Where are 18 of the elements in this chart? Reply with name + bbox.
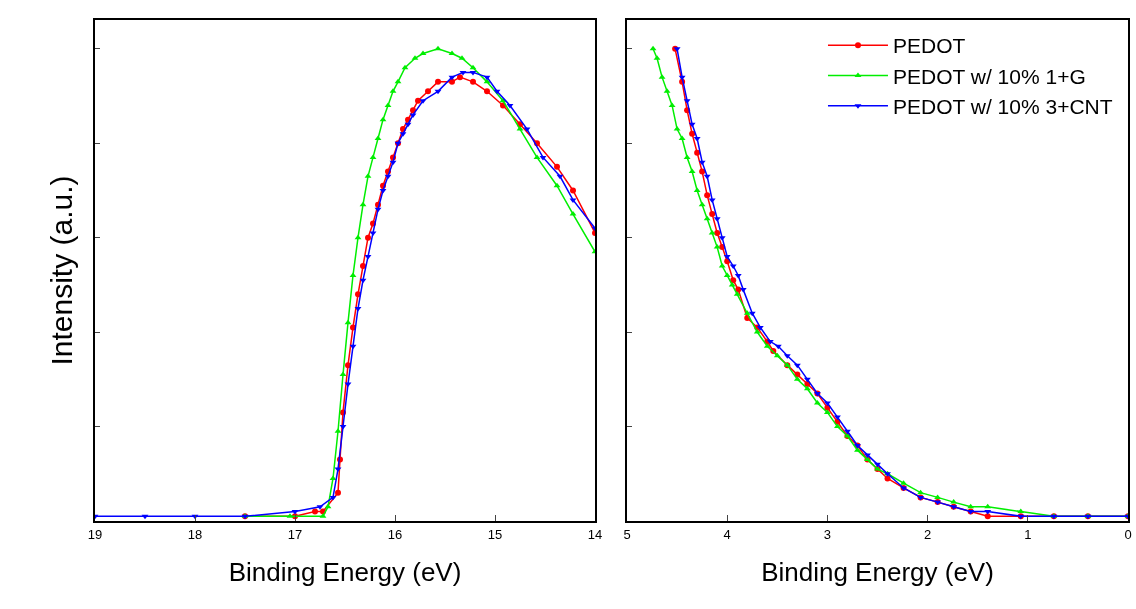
x-tick-label: 2 (923, 526, 932, 542)
x-tick-label: 18 (187, 526, 203, 542)
x-tick-label: 15 (487, 526, 503, 542)
x-tick-label: 5 (623, 526, 631, 542)
x-tick-label: 16 (387, 526, 403, 542)
x-tick-label: 0 (1124, 526, 1132, 542)
legend-label: PEDOT (892, 34, 966, 58)
y-axis-title: Intensity (a.u.) (44, 175, 78, 366)
legend-label: PEDOT w/ 10% 1+G (892, 64, 1086, 88)
x-tick-label: 14 (587, 526, 603, 542)
x-tick-label: 17 (287, 526, 303, 542)
x-tick-label: 19 (87, 526, 103, 542)
x-axis-title: Binding Energy (eV) (228, 556, 462, 587)
legend-label: PEDOT w/ 10% 3+CNT (892, 94, 1113, 118)
x-tick-label: 3 (823, 526, 832, 542)
x-tick-label: 4 (723, 526, 731, 542)
x-axis-title: Binding Energy (eV) (761, 556, 994, 587)
x-tick-label: 1 (1024, 526, 1032, 542)
